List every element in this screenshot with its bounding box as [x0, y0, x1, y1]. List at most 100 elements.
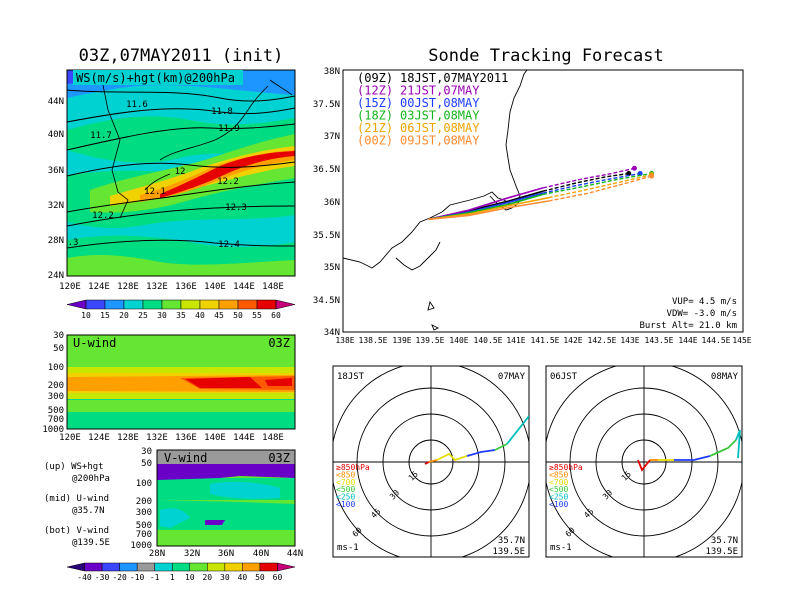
- colorbar-label: 60: [271, 311, 281, 320]
- colorbar-swatch: [142, 299, 163, 310]
- panel-legend-notes: (up) WS+hgt @200hPa (mid) U-wind @35.7N …: [44, 462, 110, 548]
- colorbar-label: 50: [233, 311, 243, 320]
- lon-tick: 148E: [262, 282, 284, 292]
- top-map-lon-ticks: 120E 124E 128E 132E 136E 140E 144E 148E: [59, 282, 284, 292]
- hodo-trace: [494, 443, 508, 451]
- note-line: @139.5E: [72, 538, 110, 548]
- colorbar-swatch: [171, 562, 191, 572]
- colorbar-label: 1: [170, 573, 175, 582]
- hodograph-left-labels: 18JST 07MAY 35.7N 139.5E ms-1: [337, 372, 526, 557]
- top-map: [67, 70, 295, 276]
- lat-tick: 24N: [48, 271, 64, 281]
- colorbar-swatch: [101, 562, 120, 572]
- track-series-descent: [542, 167, 635, 189]
- colorbar-swatch: [66, 299, 87, 310]
- hodo-time: 18JST: [337, 372, 365, 382]
- u-panel-p-ticks: 30 50 100 200 300 500 700 1000: [42, 331, 64, 435]
- lat-tick: 28N: [149, 549, 165, 559]
- lon-tick: 142.5E: [588, 336, 617, 345]
- hodo-unit: ms-1: [550, 543, 572, 553]
- note-line: (bot) V-wind: [44, 526, 109, 536]
- colorbar-label: 25: [138, 311, 148, 320]
- colorbar-label: 40: [238, 573, 248, 582]
- lon-tick: 141E: [506, 336, 525, 345]
- colorbar-label: 35: [176, 311, 186, 320]
- colorbar-label: 30: [220, 573, 230, 582]
- p-tick: 50: [141, 459, 152, 469]
- colorbar-swatch: [275, 299, 296, 310]
- lon-tick: 139E: [392, 336, 411, 345]
- launch-legend-time: (09Z): [357, 71, 393, 85]
- colorbar-swatch: [104, 299, 125, 310]
- lat-tick: 28N: [48, 236, 64, 246]
- hodo-trace: [428, 459, 438, 463]
- launch-legend-time: (15Z): [357, 96, 393, 110]
- contour-label: 11.7: [90, 131, 112, 141]
- hodo-unit: ms-1: [337, 543, 359, 553]
- lon-tick: 143.5E: [645, 336, 674, 345]
- colorbar-swatch: [199, 299, 220, 310]
- colorbar-label: -1: [150, 573, 160, 582]
- hodo-legend-entry: <250: [336, 493, 355, 502]
- right-title: Sonde Tracking Forecast: [428, 46, 663, 66]
- hodo-legend-entry: <500: [549, 485, 568, 494]
- hodo-lat: 35.7N: [711, 536, 738, 546]
- colorbar-swatch: [242, 562, 261, 572]
- hodo-legend-entry: <700: [549, 478, 568, 487]
- lat-tick: 37.5N: [313, 100, 340, 110]
- p-tick: 200: [136, 497, 152, 507]
- hodo-legend-entry: ≥850hPa: [336, 463, 370, 472]
- lon-tick: 144E: [233, 433, 255, 443]
- contour-label: 11.6: [126, 100, 148, 110]
- v-panel-lat-ticks: 28N 32N 36N 40N 44N: [149, 549, 303, 559]
- note-line: @200hPa: [72, 474, 110, 484]
- track-lon-ticks: 138E 138.5E 139E 139.5E 140E 140.5E 141E…: [335, 336, 751, 345]
- lon-tick: 140E: [204, 433, 226, 443]
- lat-tick: 35.5N: [313, 231, 340, 241]
- launch-legend-label: 00JST,08MAY: [400, 96, 480, 110]
- lon-tick: 132E: [146, 433, 168, 443]
- v-panel-title: V-wind: [164, 451, 207, 465]
- lat-tick: 36N: [48, 166, 64, 176]
- track-lat-ticks: 38N 37.5N 37N 36.5N 36N 35.5N 35N 34.5N …: [313, 67, 340, 338]
- bottom-colorbar: -40 -30 -20 -10 -1 1 10 20 30 40 50 60: [66, 562, 296, 582]
- lon-tick: 138E: [335, 336, 354, 345]
- lon-tick: 136E: [175, 433, 197, 443]
- hodo-lat: 35.7N: [498, 536, 525, 546]
- hodo-trace: [735, 429, 741, 459]
- track-landing-point: [631, 165, 637, 171]
- p-tick: 700: [48, 415, 64, 425]
- colorbar-label: 55: [252, 311, 262, 320]
- launch-legend: (09Z) 18JST,07MAY2011 (12Z) 21JST,07MAY (15Z…: [357, 71, 508, 148]
- left-title: 03Z,07MAY2011 (init): [79, 46, 284, 66]
- colorbar-swatch: [161, 299, 182, 310]
- contour-label: .3: [68, 238, 79, 248]
- hodo-legend-entry: <700: [336, 478, 355, 487]
- hodo-date: 08MAY: [711, 372, 739, 382]
- track-series-descent: [548, 174, 652, 199]
- lon-tick: 148E: [262, 433, 284, 443]
- contour-label: 12.2: [217, 177, 239, 187]
- colorbar-label: -40: [77, 573, 92, 582]
- colorbar-swatch: [207, 562, 226, 572]
- lon-tick: 145E: [732, 336, 751, 345]
- contour-label: 12: [175, 167, 186, 177]
- hodo-trace: [436, 452, 468, 462]
- launch-legend-label: 03JST,08MAY: [400, 109, 480, 123]
- lon-tick: 140.5E: [474, 336, 503, 345]
- lon-tick: 144E: [678, 336, 697, 345]
- lon-tick: 144.5E: [702, 336, 731, 345]
- lon-tick: 120E: [59, 433, 81, 443]
- colorbar-label: 50: [255, 573, 265, 582]
- lon-tick: 142E: [563, 336, 582, 345]
- contour-label: 11.9: [218, 124, 240, 134]
- launch-legend-time: (18Z): [357, 109, 393, 123]
- colorbar-swatch: [237, 299, 258, 310]
- v-panel-p-ticks: 30 50 100 200 300 500 700 1000: [130, 447, 152, 551]
- note-line: @35.7N: [72, 506, 105, 516]
- v-panel-time: 03Z: [268, 451, 290, 465]
- track-series-descent: [542, 172, 652, 196]
